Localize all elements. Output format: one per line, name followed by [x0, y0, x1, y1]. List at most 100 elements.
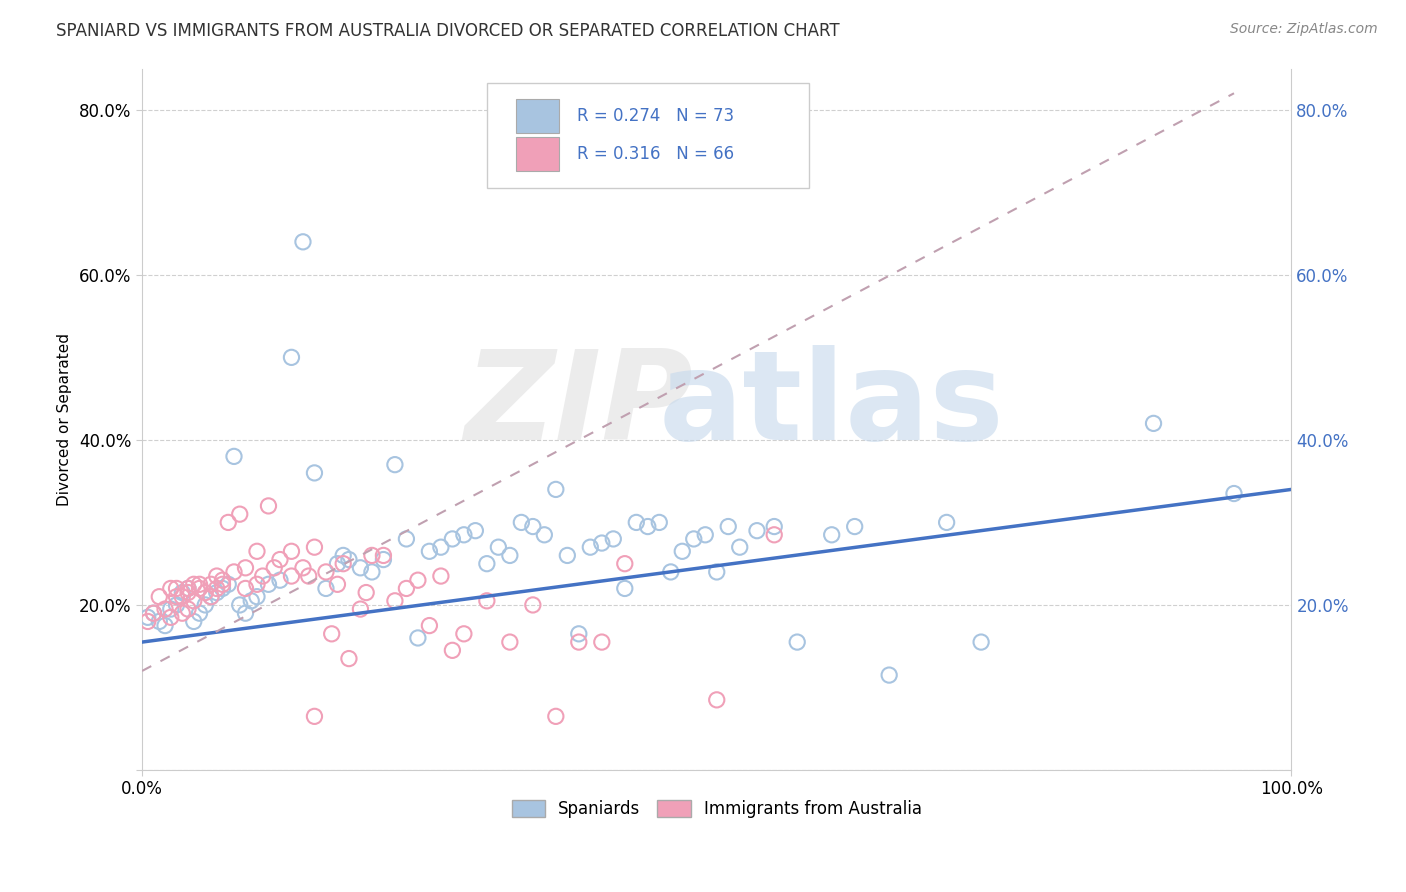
Point: [188, 606, 211, 620]
Point: [430, 540, 453, 554]
Point: [252, 569, 274, 583]
Point: [648, 516, 671, 530]
Point: [533, 528, 555, 542]
Text: Source: ZipAtlas.com: Source: ZipAtlas.com: [1230, 22, 1378, 37]
Point: [211, 577, 233, 591]
Point: [148, 590, 170, 604]
Text: ZIP: ZIP: [464, 344, 693, 466]
Point: [166, 598, 188, 612]
Point: [591, 635, 613, 649]
Point: [321, 627, 343, 641]
Point: [200, 590, 222, 604]
Point: [159, 602, 181, 616]
Point: [304, 540, 326, 554]
Point: [148, 615, 170, 629]
Point: [568, 635, 591, 649]
Text: R = 0.316   N = 66: R = 0.316 N = 66: [576, 145, 734, 163]
Point: [706, 565, 728, 579]
Point: [373, 549, 395, 563]
Point: [222, 450, 245, 464]
Point: [637, 519, 659, 533]
Point: [579, 540, 602, 554]
Point: [441, 532, 464, 546]
Point: [246, 590, 269, 604]
Point: [418, 544, 440, 558]
Point: [475, 594, 498, 608]
Point: [332, 549, 354, 563]
Point: [246, 544, 269, 558]
Point: [315, 565, 337, 579]
Point: [406, 573, 429, 587]
Point: [326, 577, 349, 591]
Point: [183, 577, 205, 591]
Point: [935, 516, 957, 530]
Point: [475, 557, 498, 571]
Point: [205, 569, 228, 583]
FancyBboxPatch shape: [516, 137, 560, 171]
Point: [745, 524, 768, 538]
Point: [844, 519, 866, 533]
Point: [211, 573, 233, 587]
Point: [205, 585, 228, 599]
Point: [418, 618, 440, 632]
Point: [159, 610, 181, 624]
Point: [970, 635, 993, 649]
Point: [821, 528, 844, 542]
Point: [349, 602, 371, 616]
Point: [257, 577, 280, 591]
Point: [166, 590, 188, 604]
Point: [280, 569, 302, 583]
Point: [291, 561, 314, 575]
Point: [613, 557, 636, 571]
Point: [159, 582, 181, 596]
Point: [626, 516, 648, 530]
Point: [200, 577, 222, 591]
FancyBboxPatch shape: [516, 99, 560, 133]
Legend: Spaniards, Immigrants from Australia: Spaniards, Immigrants from Australia: [505, 793, 928, 825]
Point: [194, 585, 217, 599]
Y-axis label: Divorced or Separated: Divorced or Separated: [58, 333, 72, 506]
Point: [337, 651, 360, 665]
Point: [183, 594, 205, 608]
Point: [384, 594, 406, 608]
Point: [441, 643, 464, 657]
Point: [240, 594, 263, 608]
Point: [304, 466, 326, 480]
Point: [1142, 417, 1164, 431]
Point: [659, 565, 682, 579]
Point: [361, 565, 384, 579]
Point: [263, 561, 285, 575]
Point: [235, 606, 257, 620]
Point: [877, 668, 900, 682]
Point: [349, 561, 371, 575]
Point: [177, 582, 200, 596]
Point: [217, 516, 239, 530]
Point: [522, 598, 544, 612]
Point: [280, 544, 302, 558]
Point: [354, 585, 377, 599]
Point: [205, 582, 228, 596]
Point: [326, 557, 349, 571]
Point: [172, 585, 194, 599]
Point: [728, 540, 751, 554]
Point: [315, 582, 337, 596]
Point: [395, 582, 418, 596]
Point: [499, 549, 522, 563]
Point: [395, 532, 418, 546]
Point: [499, 635, 522, 649]
Point: [188, 582, 211, 596]
Point: [406, 631, 429, 645]
Point: [291, 235, 314, 249]
Point: [430, 569, 453, 583]
Point: [786, 635, 808, 649]
Point: [591, 536, 613, 550]
Point: [246, 577, 269, 591]
Point: [172, 606, 194, 620]
Point: [706, 693, 728, 707]
Point: [557, 549, 579, 563]
Point: [153, 618, 176, 632]
Point: [613, 582, 636, 596]
Point: [172, 590, 194, 604]
Point: [763, 528, 786, 542]
FancyBboxPatch shape: [486, 83, 808, 188]
